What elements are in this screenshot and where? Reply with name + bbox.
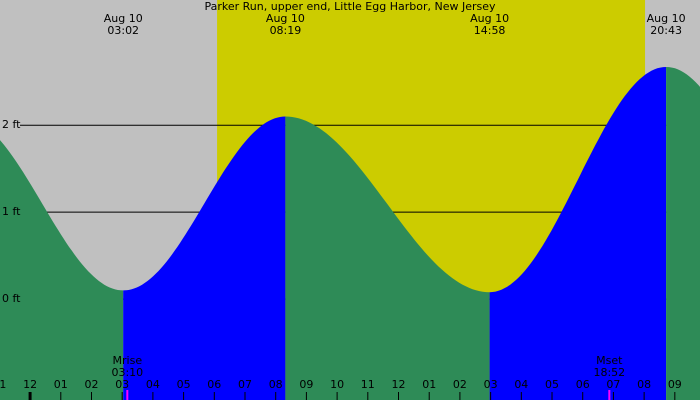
x-tick-label: 10 [330, 378, 344, 391]
x-tick-label: 05 [177, 378, 191, 391]
rising-tide [489, 67, 667, 400]
event-date: Aug 10 [266, 12, 305, 25]
y-tick-label: 1 ft [2, 205, 21, 218]
event-date: Aug 10 [470, 12, 509, 25]
x-tick-label: 03 [484, 378, 498, 391]
x-tick-label: 01 [422, 378, 436, 391]
x-tick-label: 04 [514, 378, 528, 391]
moon-time: 03:10 [111, 366, 143, 379]
x-tick-label: 07 [238, 378, 252, 391]
x-tick-label: 03 [115, 378, 129, 391]
x-tick-label: 05 [545, 378, 559, 391]
falling-tide [666, 67, 700, 400]
falling-tide [285, 116, 490, 400]
x-tick-label: 06 [207, 378, 221, 391]
event-date: Aug 10 [104, 12, 143, 25]
event-date: Aug 10 [647, 12, 686, 25]
event-time: 14:58 [474, 24, 506, 37]
event-time: 03:02 [107, 24, 139, 37]
x-tick-label: 12 [23, 378, 37, 391]
x-tick-label: 04 [146, 378, 160, 391]
moon-time: 18:52 [593, 366, 625, 379]
x-tick-label: 02 [453, 378, 467, 391]
moon-label: Mset [596, 354, 623, 367]
x-tick-label: 06 [576, 378, 590, 391]
x-tick-label: 01 [54, 378, 68, 391]
event-time: 20:43 [650, 24, 682, 37]
x-tick-label: 12 [392, 378, 406, 391]
x-tick-label: 11 [0, 378, 6, 391]
y-tick-label: 0 ft [2, 292, 21, 305]
falling-tide [0, 140, 124, 400]
x-tick-label: 11 [361, 378, 375, 391]
x-tick-label: 09 [299, 378, 313, 391]
rising-tide [123, 116, 286, 400]
y-tick-label: 2 ft [2, 118, 21, 131]
x-tick-label: 08 [269, 378, 283, 391]
x-tick-label: 08 [637, 378, 651, 391]
x-tick-label: 02 [84, 378, 98, 391]
x-tick-label: 07 [606, 378, 620, 391]
x-tick-label: 09 [668, 378, 682, 391]
chart-title: Parker Run, upper end, Little Egg Harbor… [204, 0, 496, 13]
moon-label: Mrise [113, 354, 143, 367]
event-time: 08:19 [270, 24, 302, 37]
